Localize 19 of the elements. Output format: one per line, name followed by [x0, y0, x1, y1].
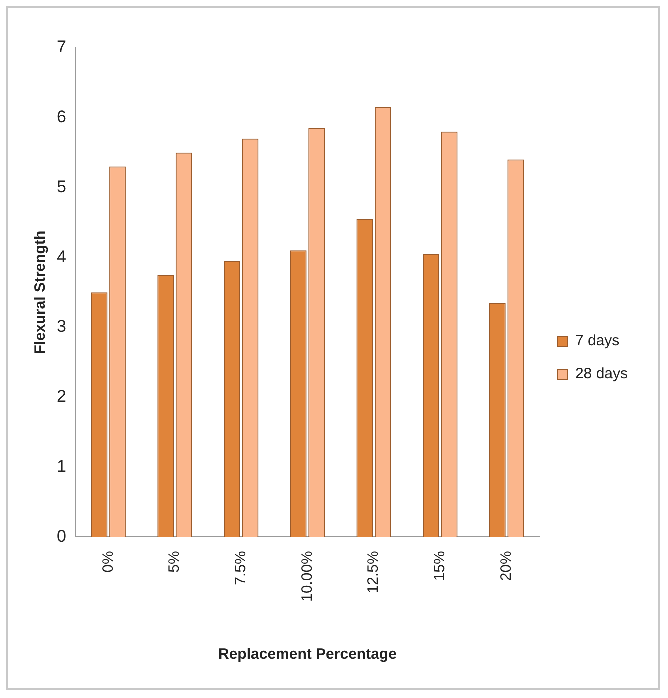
x-tick-label: 15%	[432, 551, 449, 582]
y-tick-label: 1	[56, 456, 66, 476]
x-tick-label: 5%	[166, 551, 184, 573]
y-axis-title: Flexural Strength	[32, 230, 50, 354]
x-axis-title: Replacement Percentage	[218, 646, 397, 664]
legend-label: 7 days	[575, 332, 620, 350]
y-tick-label: 5	[56, 177, 66, 196]
y-tick-label: 7	[56, 38, 66, 57]
y-tick-label: 6	[56, 108, 66, 127]
legend-label: 28 days	[575, 366, 628, 383]
x-tick-label: 10.00%	[298, 551, 316, 602]
y-tick-label: 2	[56, 387, 66, 406]
x-tick-label: 0%	[100, 551, 117, 573]
y-tick-label: 3	[56, 317, 66, 336]
x-tick-label: 12.5%	[365, 551, 382, 594]
x-tick-label: 20%	[498, 551, 515, 582]
x-tick-label: 7.5%	[232, 551, 250, 586]
y-tick-label: 0	[56, 526, 66, 546]
y-tick-label: 4	[56, 247, 66, 266]
